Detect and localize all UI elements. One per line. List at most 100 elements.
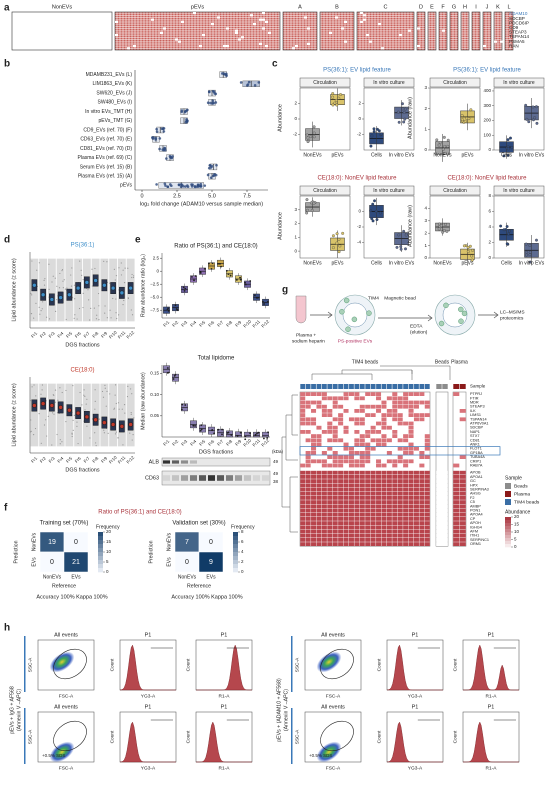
heatmap-cell bbox=[397, 417, 403, 422]
label: YG3-A bbox=[141, 693, 156, 699]
cloud-point bbox=[91, 268, 93, 270]
heatmap-cell bbox=[408, 442, 414, 447]
cloud-point bbox=[82, 292, 84, 294]
heatmap-cell bbox=[311, 487, 317, 492]
heatmap-cell bbox=[413, 404, 419, 409]
label: 3 bbox=[294, 207, 297, 212]
label: ORM1 bbox=[470, 542, 481, 546]
label: SW620_EVs (J) bbox=[96, 90, 132, 96]
heatmap-cell bbox=[365, 500, 371, 504]
label: Fr4 bbox=[189, 438, 198, 447]
point bbox=[306, 208, 310, 212]
heatmap-cell bbox=[413, 400, 419, 405]
plot-frame bbox=[195, 711, 253, 763]
heatmap-cell bbox=[365, 525, 371, 530]
label: 0.10 bbox=[150, 392, 159, 397]
heatmap-block bbox=[282, 11, 318, 51]
bead-core bbox=[342, 302, 368, 328]
sample-cell bbox=[332, 384, 338, 389]
point bbox=[217, 428, 220, 431]
heatmap-cell bbox=[327, 500, 333, 504]
cloud-point bbox=[62, 287, 64, 289]
heatmap-cell bbox=[424, 533, 430, 538]
cloud-point bbox=[94, 432, 96, 434]
cloud-point bbox=[64, 288, 67, 290]
point bbox=[211, 262, 214, 265]
point bbox=[396, 110, 400, 114]
cloud-point bbox=[81, 274, 83, 276]
heatmap-gap bbox=[366, 34, 369, 37]
heatmap-cell bbox=[386, 475, 392, 479]
heatmap-cell bbox=[365, 483, 371, 488]
label: TSPAN14 bbox=[509, 34, 530, 39]
heatmap-gap bbox=[253, 23, 256, 26]
heatmap-cell bbox=[392, 500, 398, 504]
heatmap-cell bbox=[300, 521, 306, 525]
heatmap-cell bbox=[376, 508, 382, 513]
feature-point bbox=[93, 278, 98, 283]
heatmap-cell bbox=[359, 475, 365, 479]
heatmap-gap bbox=[360, 12, 363, 15]
point bbox=[338, 244, 342, 248]
label: DGS fractions bbox=[65, 467, 99, 473]
heatmap-gap bbox=[241, 36, 244, 39]
blot-band bbox=[163, 460, 170, 464]
point bbox=[306, 140, 310, 144]
point bbox=[535, 238, 538, 242]
heatmap-cell bbox=[370, 392, 376, 396]
point bbox=[438, 141, 442, 144]
point bbox=[257, 81, 261, 84]
heatmap-cell bbox=[311, 438, 317, 443]
heatmap-gap bbox=[262, 12, 265, 15]
heatmap-cell bbox=[338, 491, 344, 496]
label: Circulation bbox=[313, 80, 337, 86]
heatmap-cell bbox=[386, 470, 392, 475]
heatmap-cell bbox=[424, 491, 430, 496]
colorbar-step bbox=[505, 523, 511, 527]
point bbox=[175, 308, 178, 310]
cloud-point bbox=[34, 427, 37, 430]
heatmap-cell bbox=[392, 538, 398, 542]
blot-band bbox=[208, 460, 215, 463]
ev bbox=[351, 316, 358, 323]
heatmap-cell bbox=[459, 525, 466, 530]
cloud-point bbox=[61, 441, 63, 443]
cloud-point bbox=[71, 267, 73, 269]
heatmap-cell bbox=[359, 512, 365, 517]
point bbox=[446, 144, 450, 148]
cloud-point bbox=[42, 301, 44, 303]
heatmap-cell bbox=[381, 475, 387, 479]
label: (elution) bbox=[410, 329, 428, 335]
heatmap-cell bbox=[343, 491, 349, 496]
heatmap-cell bbox=[327, 542, 333, 546]
cloud-point bbox=[53, 413, 55, 415]
heatmap-cell bbox=[424, 404, 430, 409]
label: In vitro culture bbox=[503, 80, 535, 86]
heatmap-cell bbox=[354, 442, 360, 447]
point bbox=[206, 173, 210, 177]
cloud-point bbox=[66, 287, 68, 289]
heatmap-cell bbox=[338, 459, 344, 464]
heatmap-cell bbox=[359, 521, 365, 525]
cloud-point bbox=[87, 289, 89, 291]
label: PS(36:1): EV lipid feature bbox=[323, 68, 391, 74]
label: APOA4 bbox=[470, 513, 483, 517]
point bbox=[254, 433, 257, 436]
point bbox=[266, 300, 269, 303]
label: Frequency bbox=[231, 524, 255, 530]
label: Count bbox=[452, 730, 458, 743]
cloud-point bbox=[115, 298, 117, 300]
label: 3 bbox=[424, 85, 427, 90]
label: APOB bbox=[470, 471, 481, 475]
label: Total lipidome bbox=[198, 356, 235, 362]
heatmap-cell bbox=[300, 508, 306, 513]
blot-band bbox=[199, 475, 206, 481]
blot-band bbox=[217, 475, 224, 481]
heatmap-cell bbox=[338, 479, 344, 483]
cloud-point bbox=[96, 314, 98, 316]
cloud-point bbox=[81, 404, 83, 406]
feature-point bbox=[102, 283, 107, 288]
heatmap-cell bbox=[305, 483, 311, 488]
label: J bbox=[486, 4, 489, 10]
heatmap-cell bbox=[300, 400, 306, 405]
